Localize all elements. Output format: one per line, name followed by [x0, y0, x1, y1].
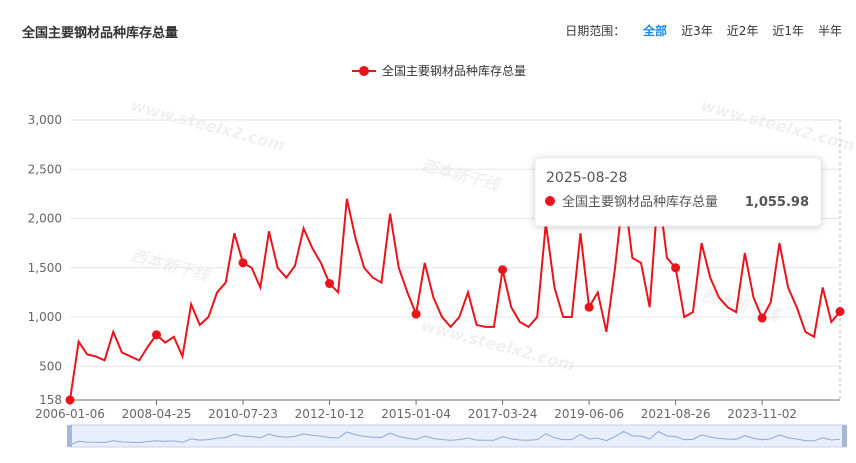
y-tick-label: 158 [39, 393, 62, 407]
zoom-handle[interactable] [67, 425, 72, 447]
y-tick-label: 500 [39, 359, 62, 373]
y-tick-label: 2,000 [28, 212, 62, 226]
tooltip-marker [545, 196, 555, 206]
x-tick-label: 2008-04-25 [122, 407, 192, 421]
watermark: www.steelx2.com [699, 96, 856, 155]
x-tick-label: 2019-06-06 [554, 407, 624, 421]
point [65, 395, 75, 405]
tooltip-value: 1,055.98 [745, 195, 809, 210]
point [152, 330, 162, 340]
x-tick-label: 2017-03-24 [468, 407, 538, 421]
y-tick-label: 3,000 [28, 113, 62, 127]
zoom-track [69, 424, 846, 448]
range-option[interactable]: 半年 [817, 24, 842, 38]
point [238, 258, 248, 268]
x-tick-label: 2012-10-12 [295, 407, 365, 421]
x-tick-label: 2021-08-26 [641, 407, 711, 421]
x-tick-label: 2006-01-06 [35, 407, 105, 421]
range-option[interactable]: 近3年 [681, 24, 713, 38]
tooltip-box [534, 157, 822, 227]
range-option[interactable]: 近1年 [772, 24, 804, 38]
point [757, 313, 767, 323]
x-tick-label: 2023-11-02 [727, 407, 797, 421]
range-selector: 日期范围： 全部 近3年 近2年 近1年 半年 [565, 22, 842, 39]
tooltip-date: 2025-08-28 [546, 170, 627, 186]
x-tick-label: 2015-01-04 [381, 407, 451, 421]
point [498, 265, 508, 275]
tooltip: 2025-08-28 全国主要钢材品种库存总量 1,055.98 [534, 157, 822, 227]
range-label: 日期范围： [565, 24, 626, 38]
line [69, 188, 841, 401]
point [671, 263, 681, 273]
point [584, 302, 594, 312]
zoom-handle[interactable] [842, 425, 847, 447]
point [835, 307, 845, 317]
watermark: www.steelx2.com [129, 96, 287, 155]
x-tick-label: 2010-07-23 [208, 407, 278, 421]
y-tick-label: 1,500 [28, 261, 62, 275]
watermark: 西本新干线 [699, 286, 783, 326]
y-tick-label: 2,500 [28, 162, 62, 176]
zoom-line [69, 430, 841, 446]
point [325, 279, 335, 289]
y-tick-label: 1,000 [28, 310, 62, 324]
tooltip-name: 全国主要钢材品种库存总量 [562, 194, 718, 210]
point [411, 309, 421, 319]
range-option[interactable]: 近2年 [726, 24, 759, 38]
page-title: 全国主要钢材品种库存总量 [22, 26, 179, 41]
watermark: 西本新干线 [129, 246, 213, 286]
legend-marker [359, 66, 369, 76]
legend-label: 全国主要钢材品种库存总量 [382, 63, 526, 78]
watermark: 西本新干线 [419, 156, 503, 196]
range-option[interactable]: 全部 [643, 24, 668, 38]
